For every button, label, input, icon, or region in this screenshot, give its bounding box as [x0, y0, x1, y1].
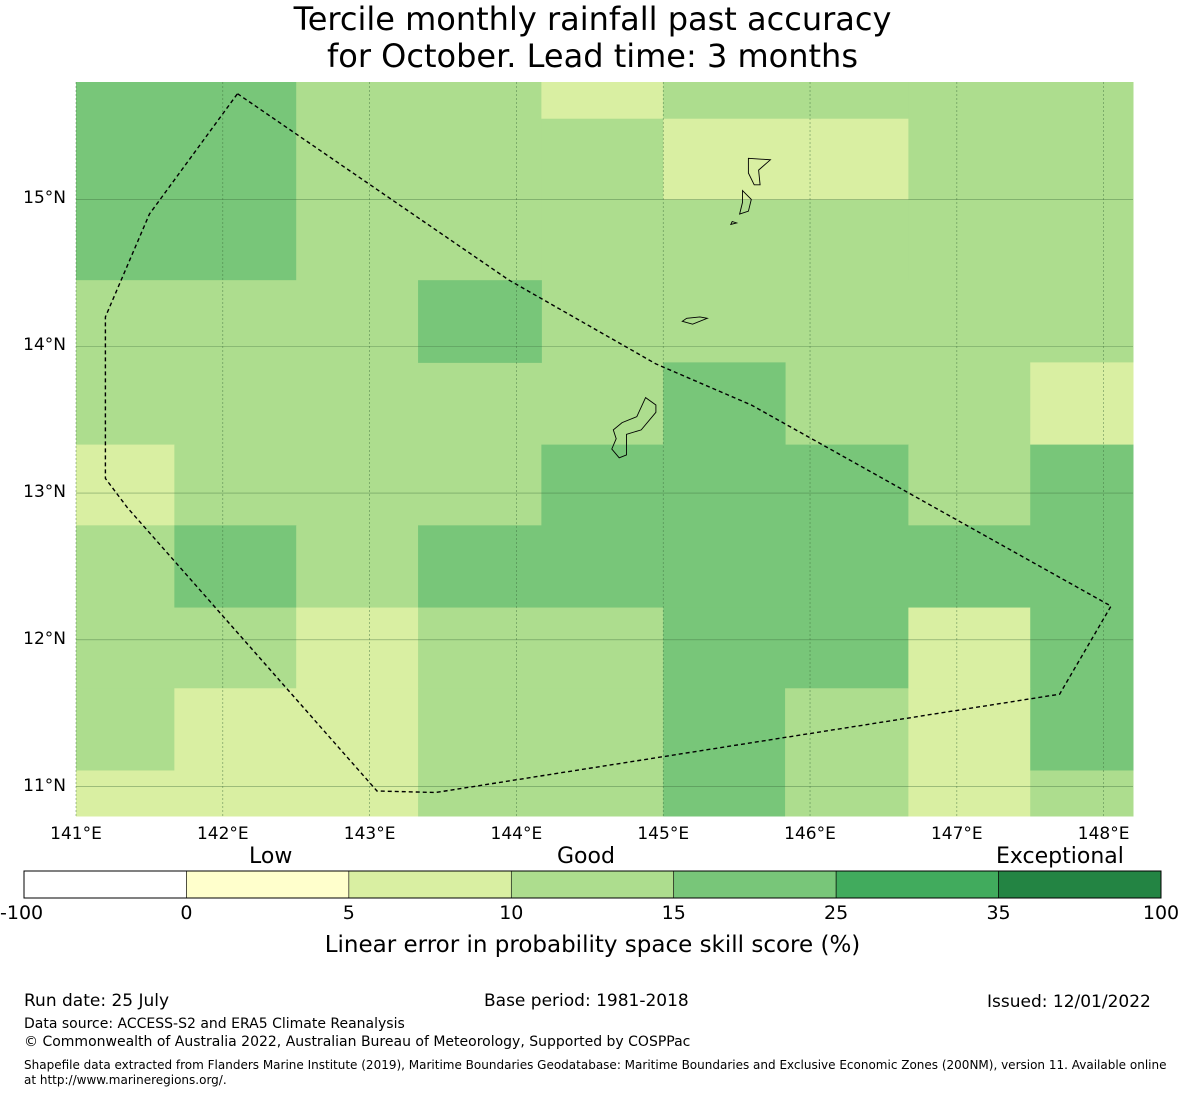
grid-cell: [296, 607, 419, 689]
grid-cell: [1030, 444, 1134, 526]
grid-cell: [418, 280, 542, 363]
grid-cell: [908, 607, 1031, 689]
data-source: Data source: ACCESS-S2 and ERA5 Climate …: [24, 1016, 405, 1032]
x-tick-label: 142°E: [196, 824, 249, 844]
y-tick-label: 14°N: [23, 335, 66, 356]
colorbar-segment: [510, 870, 675, 899]
grid-cell: [785, 770, 909, 817]
colorbar-category-good: Good: [557, 844, 615, 869]
grid-cell: [174, 688, 419, 771]
colorbar-tick-label: 25: [824, 902, 849, 924]
grid-cell: [541, 82, 664, 120]
grid-cell: [418, 525, 1134, 609]
x-tick-label: 147°E: [930, 824, 983, 844]
grid-cell: [663, 118, 909, 200]
grid-cell: [76, 280, 1134, 446]
colorbar-tick-label: 5: [342, 902, 355, 924]
grid-cell: [296, 525, 419, 609]
island-outline: [747, 157, 772, 186]
grid-cell: [663, 688, 786, 771]
colorbar-tick-label: -100: [0, 902, 44, 924]
x-tick-label: 145°E: [637, 824, 690, 844]
issued-date: Issued: 12/01/2022: [987, 992, 1151, 1012]
shapefile-credit-line-2: at http://www.marineregions.org/.: [24, 1073, 227, 1087]
colorbar-segment: [673, 870, 837, 899]
grid-cell: [76, 525, 175, 609]
grid-cell: [418, 607, 664, 689]
grid-cell: [418, 770, 664, 817]
grid-cell: [1030, 688, 1134, 771]
eez-boundary: [104, 93, 1112, 794]
grid-cell: [663, 607, 909, 689]
grid-cell: [541, 444, 909, 526]
grid-cell: [76, 770, 419, 817]
island-outline: [681, 316, 709, 325]
grid-cell: [1030, 607, 1134, 689]
grid-cell: [908, 444, 1031, 526]
x-tick-label: 148°E: [1077, 824, 1130, 844]
grid-cell: [1030, 362, 1134, 446]
shapefile-credit-line-1: Shapefile data extracted from Flanders M…: [24, 1058, 1167, 1072]
grid-cell: [908, 82, 1134, 281]
colorbar-segment: [835, 870, 999, 899]
grid-cell: [296, 82, 542, 281]
grid-cell: [908, 688, 1031, 771]
x-tick-label: 143°E: [343, 824, 396, 844]
colorbar-category-exceptional: Exceptional: [996, 844, 1124, 869]
colorbar-frame: [23, 870, 1162, 899]
colorbar-tick-label: 15: [661, 902, 686, 924]
grid-cell: [76, 607, 297, 689]
grid-cell: [785, 688, 909, 771]
colorbar-tick-label: 100: [1142, 902, 1180, 924]
y-tick-label: 13°N: [23, 482, 66, 503]
colorbar-segment: [998, 870, 1162, 899]
colorbar-tick-label: 0: [180, 902, 193, 924]
x-tick-label: 146°E: [784, 824, 836, 844]
grid-cell: [174, 444, 542, 526]
island-outline: [611, 396, 657, 459]
colorbar-category-low: Low: [249, 844, 293, 869]
chart-title-line-1: Tercile monthly rainfall past accuracy: [293, 0, 892, 38]
grid-cell: [908, 770, 1031, 817]
y-tick-label: 11°N: [23, 775, 66, 796]
colorbar-segment: [23, 870, 187, 899]
grid-cell: [174, 525, 297, 609]
y-tick-label: 15°N: [23, 188, 66, 209]
y-tick-label: 12°N: [23, 628, 66, 649]
grid-cell: [76, 688, 175, 771]
grid-cell: [663, 770, 786, 817]
run-date: Run date: 25 July: [24, 991, 170, 1011]
colorbar-title: Linear error in probability space skill …: [324, 932, 861, 958]
island-outline: [729, 220, 739, 226]
colorbar-segment: [186, 870, 350, 899]
grid-cell: [76, 82, 297, 281]
x-tick-label: 141°E: [50, 824, 102, 844]
copyright: © Commonwealth of Australia 2022, Austra…: [24, 1034, 691, 1050]
colorbar-segment: [348, 870, 512, 899]
chart-title-line-2: for October. Lead time: 3 months: [327, 37, 858, 75]
colorbar-tick-label: 10: [499, 902, 524, 924]
island-outline: [738, 189, 752, 215]
colorbar-tick-label: 35: [986, 902, 1011, 924]
grid-cell: [418, 688, 664, 771]
grid-cell: [1030, 770, 1134, 817]
grid-cell: [76, 444, 175, 526]
base-period: Base period: 1981-2018: [484, 991, 689, 1011]
x-tick-label: 144°E: [490, 824, 543, 844]
